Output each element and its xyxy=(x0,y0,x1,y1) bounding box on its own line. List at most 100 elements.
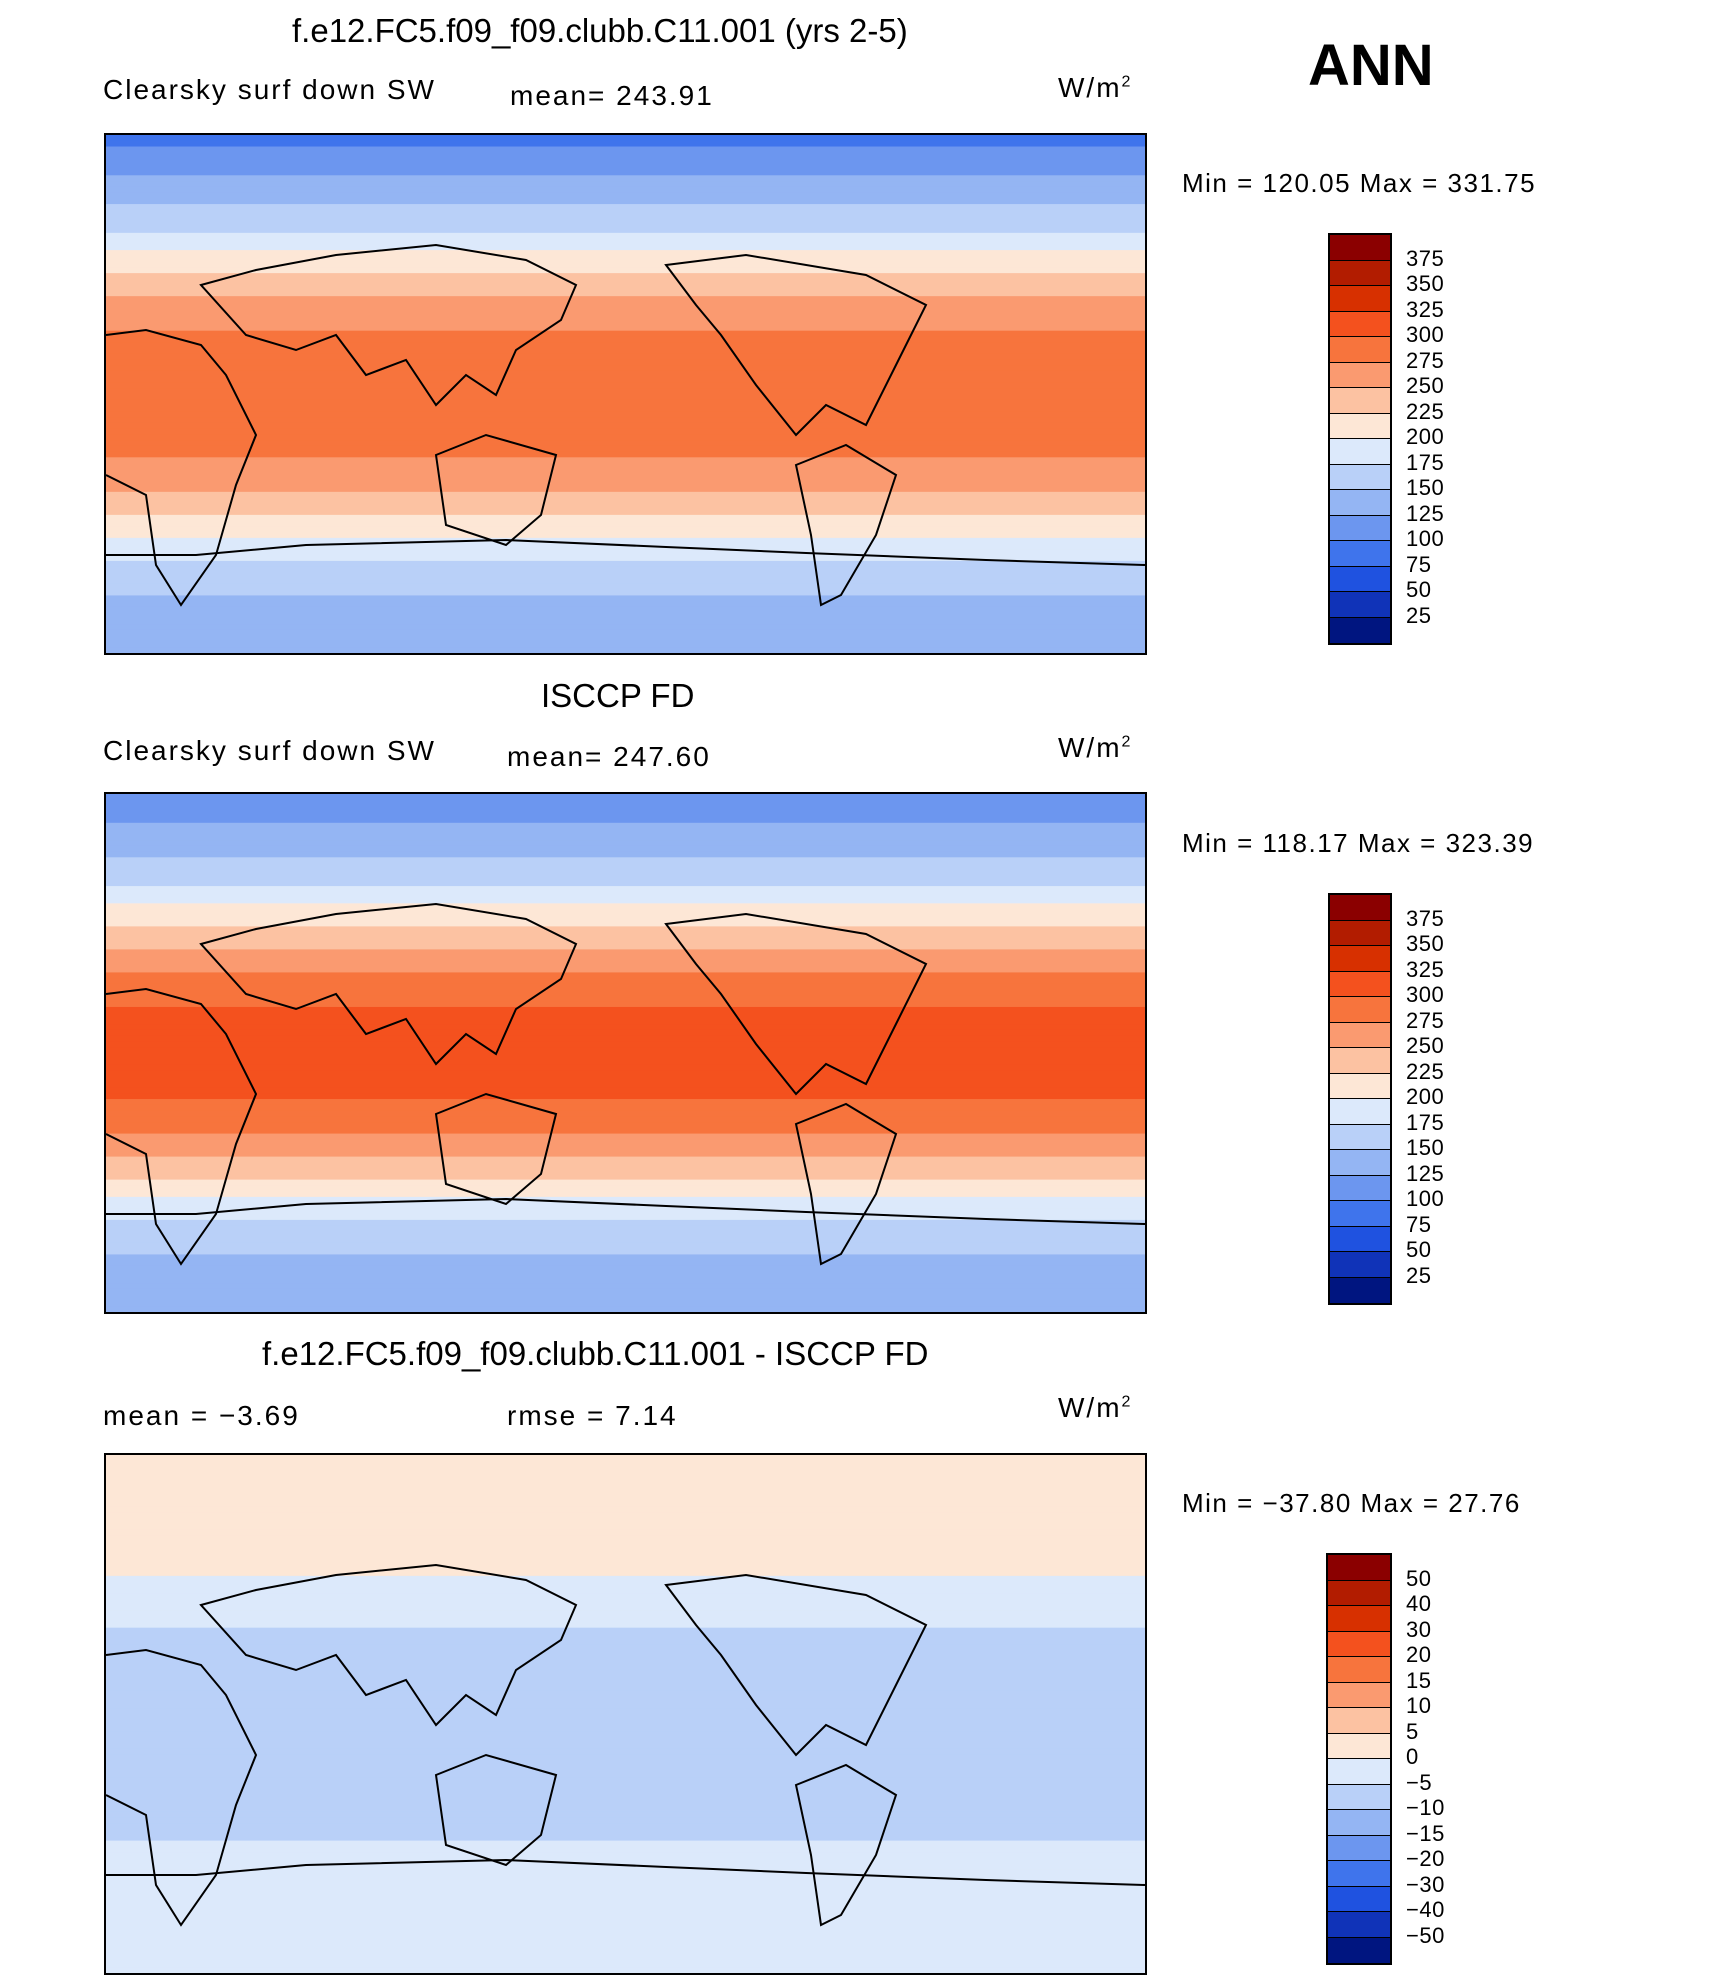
panel1-mean: mean= 243.91 xyxy=(510,80,714,111)
field-band xyxy=(106,301,1145,309)
coastline xyxy=(794,1763,898,1927)
field-band xyxy=(106,1961,1145,1968)
panel1-title: f.e12.FC5.f09_f09.clubb.C11.001 (yrs 2-5… xyxy=(292,12,908,49)
field-band xyxy=(106,811,1145,818)
colorbar-swatch xyxy=(1328,1937,1390,1963)
field-band xyxy=(106,1024,1145,1031)
field-band xyxy=(106,238,1145,245)
colorbar-swatch xyxy=(1330,235,1390,261)
field-band xyxy=(106,457,1145,464)
field-band xyxy=(106,463,1145,470)
field-band xyxy=(106,857,1145,864)
panel3-rmse: rmse = 7.14 xyxy=(507,1400,678,1431)
colorbar-tick-label: 75 xyxy=(1406,1211,1432,1237)
colorbar-tick-label: −5 xyxy=(1406,1769,1433,1795)
colorbar-tick-label: 300 xyxy=(1406,322,1445,347)
field-band xyxy=(106,1001,1145,1008)
field-band xyxy=(106,943,1145,950)
field-band xyxy=(106,514,1145,522)
field-band xyxy=(106,1616,1145,1623)
colorbar-tick-label: 250 xyxy=(1406,373,1445,398)
panel1-variable: Clearsky surf down SW xyxy=(103,74,436,105)
colorbar-tick-label: 200 xyxy=(1406,424,1445,449)
field-band xyxy=(106,232,1145,240)
colorbar-swatch xyxy=(1328,1657,1390,1683)
colorbar-swatch xyxy=(1330,388,1390,414)
panel3-mean: mean = −3.69 xyxy=(103,1400,300,1431)
field-band xyxy=(106,1754,1145,1761)
coastline xyxy=(664,912,928,1096)
field-band xyxy=(106,422,1145,430)
field-band xyxy=(106,1547,1145,1554)
colorbar-swatch xyxy=(1330,1226,1390,1252)
field-band xyxy=(106,566,1145,574)
field-band xyxy=(106,152,1145,159)
coastline xyxy=(199,902,578,1066)
colorbar-tick-label: 200 xyxy=(1406,1084,1445,1109)
colorbar-swatch xyxy=(1330,464,1390,490)
panel3-colorbar xyxy=(1326,1553,1392,1965)
field-band xyxy=(106,1116,1145,1123)
field-band xyxy=(106,1760,1145,1767)
field-band xyxy=(106,1047,1145,1054)
field-band xyxy=(106,1690,1145,1698)
colorbar-tick-label: 250 xyxy=(1406,1033,1445,1058)
colorbar-swatch xyxy=(1328,1912,1390,1938)
colorbar-swatch xyxy=(1328,1631,1390,1657)
field-band xyxy=(106,1196,1145,1204)
field-band xyxy=(106,543,1145,550)
field-band xyxy=(106,158,1145,165)
colorbar-tick-label: 275 xyxy=(1406,347,1445,373)
field-band xyxy=(106,1806,1145,1813)
field-band xyxy=(106,1294,1145,1302)
colorbar-tick-label: 5 xyxy=(1406,1718,1419,1744)
field-band xyxy=(106,817,1145,824)
field-band xyxy=(106,451,1145,458)
colorbar-tick-label: 100 xyxy=(1406,526,1445,551)
field-band xyxy=(106,1225,1145,1233)
field-band xyxy=(106,1139,1145,1146)
colorbar-swatch xyxy=(1330,971,1390,997)
field-band xyxy=(106,1898,1145,1905)
field-band xyxy=(106,1483,1145,1491)
colorbar-tick-label: −40 xyxy=(1406,1897,1445,1922)
field-band xyxy=(106,491,1145,499)
colorbar-tick-label: 50 xyxy=(1406,1237,1432,1262)
field-band xyxy=(106,612,1145,620)
colorbar-tick-label: 10 xyxy=(1406,1693,1432,1718)
colorbar-swatch xyxy=(1330,337,1390,363)
field-band xyxy=(106,983,1145,991)
field-band xyxy=(106,370,1145,378)
field-band xyxy=(106,1191,1145,1198)
field-band xyxy=(106,1581,1145,1588)
field-band xyxy=(106,880,1145,887)
field-band xyxy=(106,560,1145,568)
field-band xyxy=(106,526,1145,533)
field-band xyxy=(106,365,1145,372)
field-band xyxy=(106,937,1145,945)
field-band xyxy=(106,1656,1145,1663)
colorbar-swatch xyxy=(1330,260,1390,286)
field-band xyxy=(106,989,1145,997)
field-band xyxy=(106,1041,1145,1048)
colorbar-tick-label: 325 xyxy=(1406,296,1445,322)
field-band xyxy=(106,1644,1145,1652)
field-band xyxy=(106,1277,1145,1284)
field-band xyxy=(106,549,1145,556)
field-band xyxy=(106,1265,1145,1273)
field-band xyxy=(106,1886,1145,1894)
field-band xyxy=(106,198,1145,205)
panel1-field-plot xyxy=(106,135,1145,653)
field-band xyxy=(106,1179,1145,1186)
field-band xyxy=(106,394,1145,401)
field-band xyxy=(106,1587,1145,1594)
field-band xyxy=(106,635,1145,643)
field-band xyxy=(106,805,1145,812)
colorbar-tick-label: −10 xyxy=(1406,1795,1445,1820)
field-band xyxy=(106,1823,1145,1830)
panel2-colorbar xyxy=(1328,893,1392,1305)
colorbar-tick-label: 325 xyxy=(1406,956,1445,982)
field-band xyxy=(106,874,1145,881)
field-band xyxy=(106,135,1145,142)
field-band xyxy=(106,307,1145,315)
